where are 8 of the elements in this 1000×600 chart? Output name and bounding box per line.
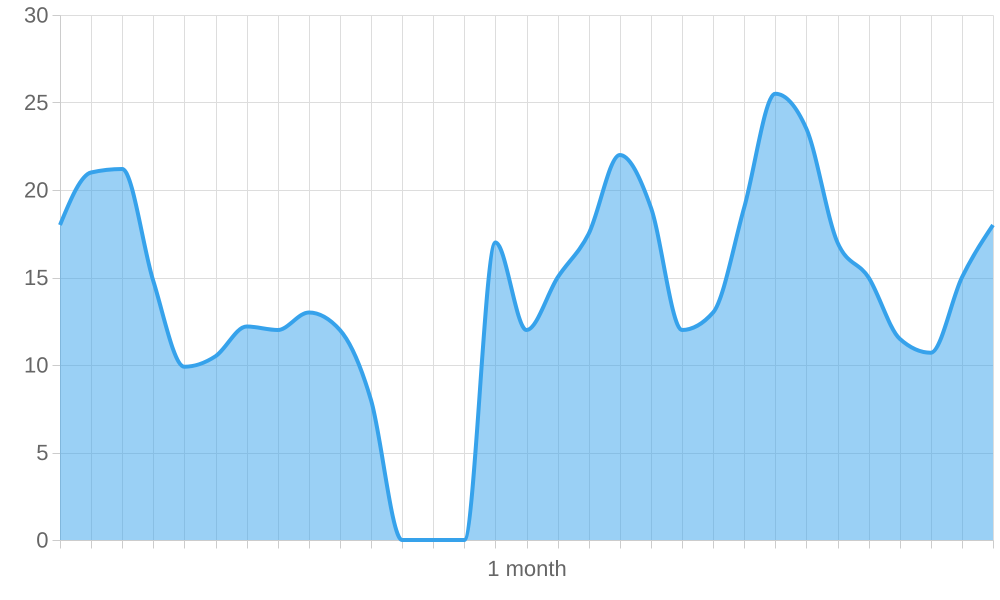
y-tick-label: 30 bbox=[24, 2, 48, 28]
y-tick-label: 5 bbox=[36, 440, 48, 465]
y-tick-label: 10 bbox=[24, 352, 48, 378]
x-axis-title: 1 month bbox=[487, 556, 567, 581]
y-tick-label: 0 bbox=[36, 528, 48, 552]
y-tick-label: 15 bbox=[24, 265, 48, 290]
y-tick-label: 20 bbox=[24, 178, 48, 202]
y-tick-label: 25 bbox=[24, 90, 48, 115]
